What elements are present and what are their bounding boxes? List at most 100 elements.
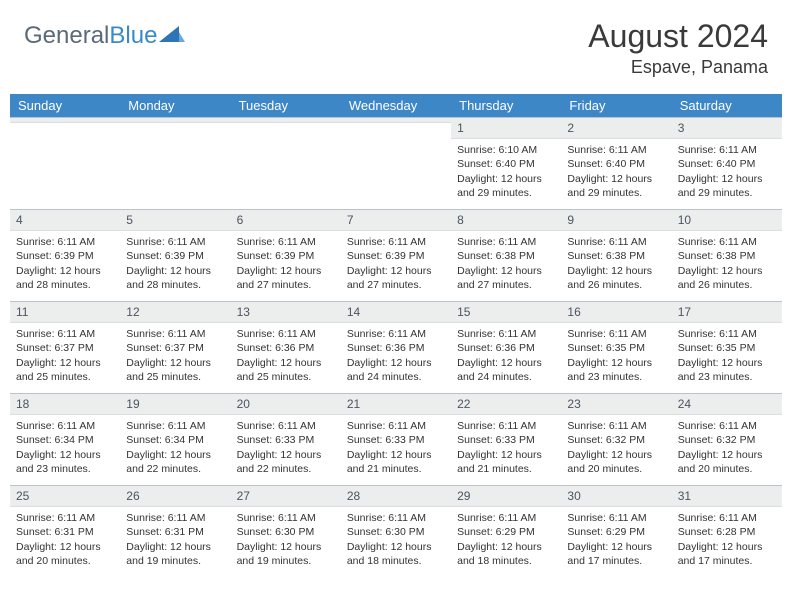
day-number: 21: [341, 393, 451, 415]
calendar-week-row: 1Sunrise: 6:10 AMSunset: 6:40 PMDaylight…: [10, 117, 782, 209]
day-number: 30: [561, 485, 671, 507]
calendar-day-cell: [120, 117, 230, 209]
sunset-text: Sunset: 6:38 PM: [678, 249, 776, 263]
calendar-day-cell: 9Sunrise: 6:11 AMSunset: 6:38 PMDaylight…: [561, 209, 671, 301]
daylight-text: Daylight: 12 hours and 28 minutes.: [16, 264, 114, 292]
calendar-day-cell: 1Sunrise: 6:10 AMSunset: 6:40 PMDaylight…: [451, 117, 561, 209]
calendar-week-row: 25Sunrise: 6:11 AMSunset: 6:31 PMDayligh…: [10, 485, 782, 577]
sunrise-text: Sunrise: 6:11 AM: [678, 419, 776, 433]
day-number: 17: [672, 301, 782, 323]
sunrise-text: Sunrise: 6:11 AM: [678, 327, 776, 341]
sunset-text: Sunset: 6:38 PM: [567, 249, 665, 263]
calendar-day-cell: 28Sunrise: 6:11 AMSunset: 6:30 PMDayligh…: [341, 485, 451, 577]
weekday-header: Wednesday: [341, 94, 451, 117]
calendar-day-cell: 22Sunrise: 6:11 AMSunset: 6:33 PMDayligh…: [451, 393, 561, 485]
daylight-text: Daylight: 12 hours and 27 minutes.: [237, 264, 335, 292]
sunset-text: Sunset: 6:28 PM: [678, 525, 776, 539]
daylight-text: Daylight: 12 hours and 17 minutes.: [678, 540, 776, 568]
calendar-week-row: 18 Sunrise: 6:11 AM Sunset: 6:34 PMDayligh…: [10, 393, 782, 485]
sunset-text: Sunset: 6:30 PM: [237, 525, 335, 539]
sunset-text: Sunset: 6:36 PM: [457, 341, 555, 355]
day-number: 1: [451, 117, 561, 139]
sunset-text: Sunset: 6:39 PM: [16, 249, 114, 263]
daylight-text: Daylight: 12 hours and 24 minutes.: [457, 356, 555, 384]
daylight-text: Daylight: 12 hours and 23 minutes.: [567, 356, 665, 384]
daylight-text: Daylight: 12 hours and 19 minutes.: [126, 540, 224, 568]
weekday-header: Tuesday: [231, 94, 341, 117]
sunrise-text: Sunrise: 6:11 AM: [347, 511, 445, 525]
calendar-day-cell: 2Sunrise: 6:11 AMSunset: 6:40 PMDaylight…: [561, 117, 671, 209]
calendar-week-row: 4Sunrise: 6:11 AMSunset: 6:39 PMDaylight…: [10, 209, 782, 301]
daylight-text: Daylight: 12 hours and 22 minutes.: [126, 448, 224, 476]
daylight-text: Daylight: 12 hours and 23 minutes.: [678, 356, 776, 384]
sunrise-text: Sunrise: 6:11 AM: [16, 327, 114, 341]
calendar-day-cell: 14Sunrise: 6:11 AMSunset: 6:36 PMDayligh…: [341, 301, 451, 393]
sunrise-text: Sunrise: 6:11 AM: [347, 327, 445, 341]
daylight-text: Daylight: 12 hours and 28 minutes.: [126, 264, 224, 292]
brand-triangle-icon: [159, 24, 185, 49]
daylight-text: Daylight: 12 hours and 27 minutes.: [457, 264, 555, 292]
sunset-text: Sunset: 6:40 PM: [457, 157, 555, 171]
sunset-text: Sunset: 6:34 PM: [126, 433, 224, 447]
day-number: 22: [451, 393, 561, 415]
sunrise-text: Sunrise: 6:11 AM: [347, 419, 445, 433]
calendar-table: Sunday Monday Tuesday Wednesday Thursday…: [10, 94, 782, 577]
day-number: 6: [231, 209, 341, 231]
day-number: 10: [672, 209, 782, 231]
calendar-day-cell: 20Sunrise: 6:11 AMSunset: 6:33 PMDayligh…: [231, 393, 341, 485]
daylight-text: Daylight: 12 hours and 29 minutes.: [678, 172, 776, 200]
weekday-header: Friday: [561, 94, 671, 117]
calendar-week-row: 11Sunrise: 6:11 AMSunset: 6:37 PMDayligh…: [10, 301, 782, 393]
day-number: 18: [10, 393, 120, 415]
sunrise-text: Sunrise: 6:11 AM: [457, 327, 555, 341]
day-number: 20: [231, 393, 341, 415]
sunrise-text: Sunrise: 6:11 AM: [237, 419, 335, 433]
day-number: 14: [341, 301, 451, 323]
daylight-text: Daylight: 12 hours and 27 minutes.: [347, 264, 445, 292]
day-number: 4: [10, 209, 120, 231]
day-number: 5: [120, 209, 230, 231]
calendar-day-cell: 10Sunrise: 6:11 AMSunset: 6:38 PMDayligh…: [672, 209, 782, 301]
day-number: 8: [451, 209, 561, 231]
weekday-header: Sunday: [10, 94, 120, 117]
daylight-text: Daylight: 12 hours and 25 minutes.: [126, 356, 224, 384]
calendar-day-cell: 24Sunrise: 6:11 AMSunset: 6:32 PMDayligh…: [672, 393, 782, 485]
sunset-text: Sunset: 6:40 PM: [567, 157, 665, 171]
sunset-text: Sunset: 6:35 PM: [567, 341, 665, 355]
calendar-day-cell: 16Sunrise: 6:11 AMSunset: 6:35 PMDayligh…: [561, 301, 671, 393]
day-number: 12: [120, 301, 230, 323]
sunset-text: Sunset: 6:40 PM: [678, 157, 776, 171]
calendar-day-cell: [231, 117, 341, 209]
sunrise-text: Sunrise: 6:11 AM: [457, 235, 555, 249]
day-number: 31: [672, 485, 782, 507]
sunset-text: Sunset: 6:29 PM: [457, 525, 555, 539]
sunrise-text: Sunrise: 6:11 AM: [567, 511, 665, 525]
calendar-day-cell: 21Sunrise: 6:11 AMSunset: 6:33 PMDayligh…: [341, 393, 451, 485]
calendar-day-cell: 27Sunrise: 6:11 AMSunset: 6:30 PMDayligh…: [231, 485, 341, 577]
calendar-day-cell: 17Sunrise: 6:11 AMSunset: 6:35 PMDayligh…: [672, 301, 782, 393]
calendar-day-cell: 31Sunrise: 6:11 AMSunset: 6:28 PMDayligh…: [672, 485, 782, 577]
calendar-header-row: Sunday Monday Tuesday Wednesday Thursday…: [10, 94, 782, 117]
sunrise-text: Sunrise: 6:11 AM: [567, 235, 665, 249]
sunset-text: Sunset: 6:32 PM: [678, 433, 776, 447]
sunrise-text: Sunrise: 6:11 AM: [457, 511, 555, 525]
daylight-text: Daylight: 12 hours and 29 minutes.: [567, 172, 665, 200]
sunset-text: Sunset: 6:39 PM: [126, 249, 224, 263]
day-number: 28: [341, 485, 451, 507]
sunrise-text: Sunrise: 6:11 AM: [16, 511, 114, 525]
sunset-text: Sunset: 6:32 PM: [567, 433, 665, 447]
sunrise-text: Sunrise: 6:11 AM: [567, 419, 665, 433]
sunrise-text: Sunrise: 6:10 AM: [457, 143, 555, 157]
day-number: 15: [451, 301, 561, 323]
day-number: 19: [120, 393, 230, 415]
sunrise-text: Sunrise: 6:11 AM: [567, 327, 665, 341]
weekday-header: Thursday: [451, 94, 561, 117]
sunset-text: Sunset: 6:38 PM: [457, 249, 555, 263]
sunset-text: Sunset: 6:33 PM: [457, 433, 555, 447]
day-number: 2: [561, 117, 671, 139]
sunrise-text: Sunrise: 6:11 AM: [237, 511, 335, 525]
sunset-text: Sunset: 6:29 PM: [567, 525, 665, 539]
calendar-day-cell: 12Sunrise: 6:11 AMSunset: 6:37 PMDayligh…: [120, 301, 230, 393]
day-number: 25: [10, 485, 120, 507]
calendar-day-cell: 3Sunrise: 6:11 AMSunset: 6:40 PMDaylight…: [672, 117, 782, 209]
